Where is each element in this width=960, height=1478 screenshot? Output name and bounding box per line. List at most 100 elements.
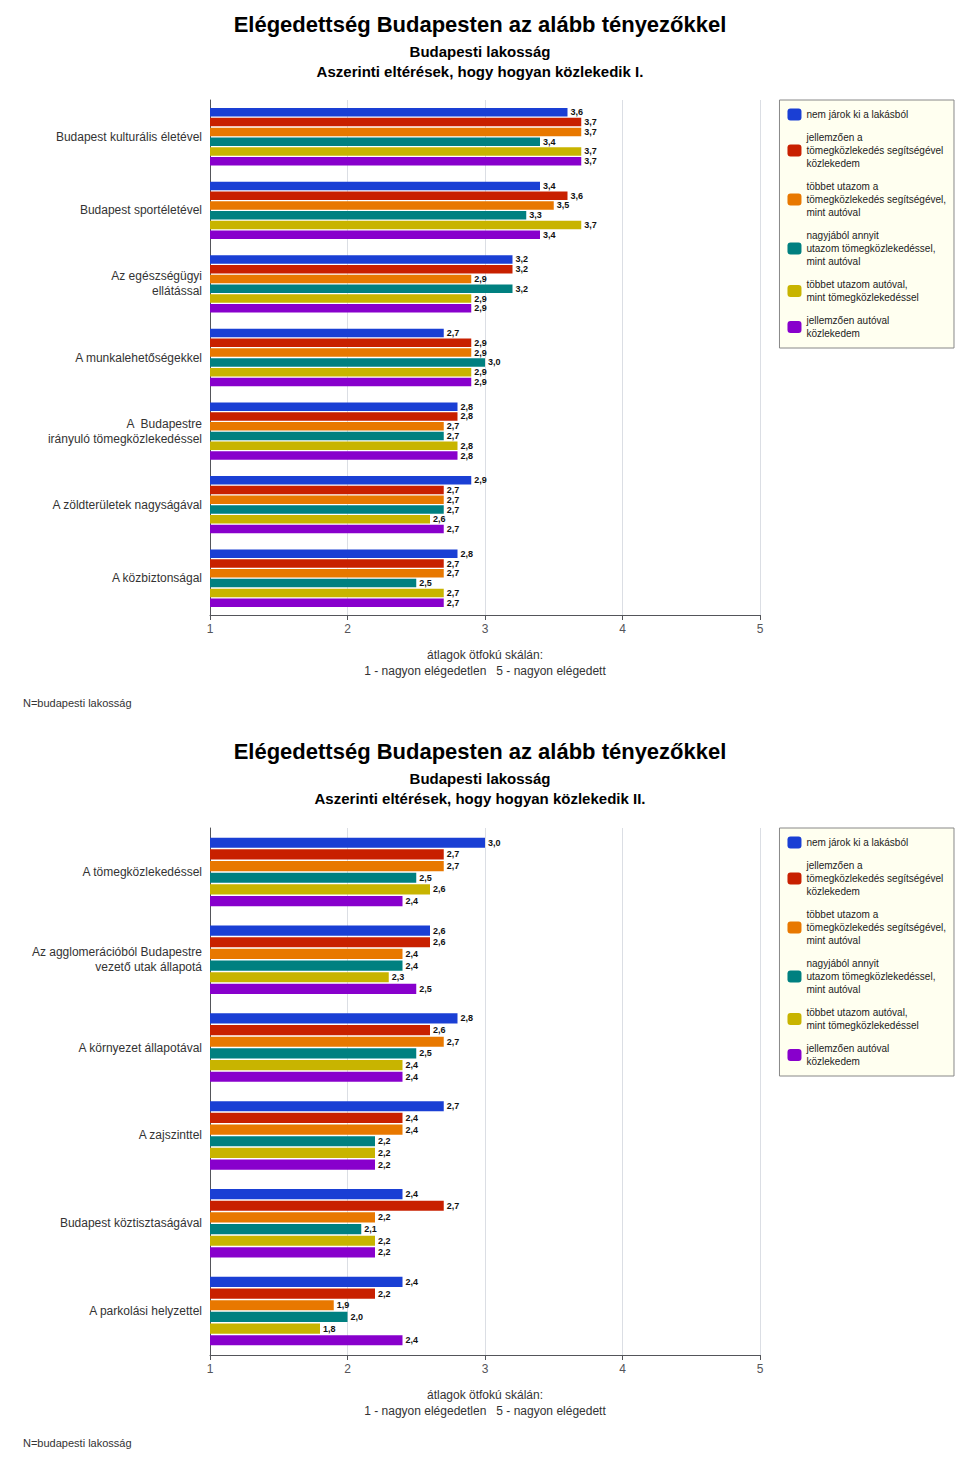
svg-text:2,8: 2,8 xyxy=(461,451,474,461)
svg-text:2,7: 2,7 xyxy=(447,588,460,598)
svg-text:2,5: 2,5 xyxy=(419,578,432,588)
svg-text:3: 3 xyxy=(482,622,489,636)
svg-text:2,7: 2,7 xyxy=(447,559,460,569)
svg-text:2,9: 2,9 xyxy=(474,348,487,358)
svg-text:többet utazom a: többet utazom a xyxy=(806,181,878,192)
svg-text:jellemzően autóval: jellemzően autóval xyxy=(805,315,889,326)
svg-text:2,9: 2,9 xyxy=(474,294,487,304)
svg-text:A parkolási helyzettel: A parkolási helyzettel xyxy=(89,1304,202,1318)
svg-text:2,7: 2,7 xyxy=(447,485,460,495)
svg-text:4: 4 xyxy=(619,622,626,636)
svg-text:2,4: 2,4 xyxy=(406,1277,419,1287)
svg-text:2: 2 xyxy=(344,622,351,636)
svg-text:mint tömegközlekedéssel: mint tömegközlekedéssel xyxy=(806,1020,918,1031)
svg-text:2,6: 2,6 xyxy=(433,926,446,936)
svg-text:3,7: 3,7 xyxy=(584,146,597,156)
svg-text:2,7: 2,7 xyxy=(447,1201,460,1211)
svg-text:2,4: 2,4 xyxy=(406,961,419,971)
svg-text:2,9: 2,9 xyxy=(474,338,487,348)
svg-text:1,8: 1,8 xyxy=(323,1324,336,1334)
svg-text:2,8: 2,8 xyxy=(461,411,474,421)
svg-text:mint tömegközlekedéssel: mint tömegközlekedéssel xyxy=(806,292,918,303)
svg-text:3,4: 3,4 xyxy=(543,137,556,147)
svg-text:többet utazom a: többet utazom a xyxy=(806,909,878,920)
svg-text:2,7: 2,7 xyxy=(447,1101,460,1111)
svg-text:A zajszinttel: A zajszinttel xyxy=(139,1128,202,1142)
svg-text:2,6: 2,6 xyxy=(433,514,446,524)
svg-text:2,4: 2,4 xyxy=(406,1125,419,1135)
svg-text:2,8: 2,8 xyxy=(461,441,474,451)
svg-text:2,9: 2,9 xyxy=(474,367,487,377)
svg-text:közlekedem: közlekedem xyxy=(806,328,859,339)
svg-text:A környezet állapotával: A környezet állapotával xyxy=(79,1041,202,1055)
svg-text:2,7: 2,7 xyxy=(447,505,460,515)
svg-text:5: 5 xyxy=(757,1362,764,1376)
svg-text:mint autóval: mint autóval xyxy=(806,256,860,267)
svg-text:2,6: 2,6 xyxy=(433,937,446,947)
svg-text:2,3: 2,3 xyxy=(392,972,405,982)
svg-text:Aszerinti eltérések, hogy hogy: Aszerinti eltérések, hogy hogyan közleke… xyxy=(315,790,646,807)
svg-text:2,5: 2,5 xyxy=(419,984,432,994)
svg-text:2,7: 2,7 xyxy=(447,598,460,608)
svg-text:3,2: 3,2 xyxy=(516,264,529,274)
svg-text:Az egészségügyi: Az egészségügyi xyxy=(111,269,202,283)
svg-text:2,8: 2,8 xyxy=(461,549,474,559)
svg-text:közlekedem: közlekedem xyxy=(806,1056,859,1067)
svg-text:2,0: 2,0 xyxy=(351,1312,364,1322)
svg-text:tömegközlekedés segítségével: tömegközlekedés segítségével xyxy=(806,145,943,156)
svg-text:3,7: 3,7 xyxy=(584,220,597,230)
svg-text:nem járok ki a lakásból: nem járok ki a lakásból xyxy=(806,837,908,848)
svg-text:3,0: 3,0 xyxy=(488,357,501,367)
svg-text:tömegközlekedés segítségével,: tömegközlekedés segítségével, xyxy=(806,922,946,933)
svg-text:N=budapesti lakosság: N=budapesti lakosság xyxy=(23,697,132,709)
svg-text:átlagok ötfokú skálán:: átlagok ötfokú skálán: xyxy=(427,1388,543,1402)
svg-text:3,2: 3,2 xyxy=(516,284,529,294)
svg-text:1 - nagyon elégedetlen 5 - n: 1 - nagyon elégedetlen 5 - nagyon eléged… xyxy=(364,1404,606,1418)
svg-text:közlekedem: közlekedem xyxy=(806,158,859,169)
svg-text:3,4: 3,4 xyxy=(543,181,556,191)
svg-text:2,7: 2,7 xyxy=(447,328,460,338)
svg-text:Aszerinti eltérések, hogy hogy: Aszerinti eltérések, hogy hogyan közleke… xyxy=(317,63,644,80)
svg-text:3,3: 3,3 xyxy=(529,210,542,220)
svg-text:jellemzően a: jellemzően a xyxy=(805,132,863,143)
svg-text:1: 1 xyxy=(207,622,214,636)
svg-text:2,8: 2,8 xyxy=(461,1013,474,1023)
svg-text:3,6: 3,6 xyxy=(571,191,584,201)
svg-text:3,7: 3,7 xyxy=(584,117,597,127)
svg-text:1: 1 xyxy=(207,1362,214,1376)
svg-text:Budapesti lakosság: Budapesti lakosság xyxy=(410,770,551,787)
svg-text:2,4: 2,4 xyxy=(406,1189,419,1199)
svg-text:A Budapestre: A Budapestre xyxy=(127,417,203,431)
svg-text:2,7: 2,7 xyxy=(447,849,460,859)
svg-text:2,7: 2,7 xyxy=(447,431,460,441)
svg-text:átlagok ötfokú skálán:: átlagok ötfokú skálán: xyxy=(427,648,543,662)
svg-text:2,6: 2,6 xyxy=(433,884,446,894)
svg-text:Budapest kulturális életével: Budapest kulturális életével xyxy=(56,130,202,144)
svg-text:nem járok ki a lakásból: nem járok ki a lakásból xyxy=(806,109,908,120)
svg-text:2,4: 2,4 xyxy=(406,896,419,906)
svg-text:Budapest sportéletével: Budapest sportéletével xyxy=(80,203,202,217)
svg-text:vezető utak állapotá: vezető utak állapotá xyxy=(95,960,202,974)
svg-text:2,2: 2,2 xyxy=(378,1212,391,1222)
svg-text:2,7: 2,7 xyxy=(447,524,460,534)
svg-text:tömegközlekedés segítségével,: tömegközlekedés segítségével, xyxy=(806,194,946,205)
svg-text:2,2: 2,2 xyxy=(378,1289,391,1299)
svg-text:3,7: 3,7 xyxy=(584,156,597,166)
svg-text:A zöldterületek nagyságával: A zöldterületek nagyságával xyxy=(53,498,202,512)
svg-text:2,2: 2,2 xyxy=(378,1148,391,1158)
svg-text:2,8: 2,8 xyxy=(461,402,474,412)
svg-text:3,6: 3,6 xyxy=(571,107,584,117)
svg-text:2,9: 2,9 xyxy=(474,475,487,485)
svg-text:2,5: 2,5 xyxy=(419,873,432,883)
svg-text:Budapest köztisztaságával: Budapest köztisztaságával xyxy=(60,1216,202,1230)
svg-text:2: 2 xyxy=(344,1362,351,1376)
svg-text:tömegközlekedés segítségével: tömegközlekedés segítségével xyxy=(806,873,943,884)
svg-text:2,2: 2,2 xyxy=(378,1236,391,1246)
svg-text:2,7: 2,7 xyxy=(447,568,460,578)
svg-text:ellátással: ellátással xyxy=(152,284,202,298)
svg-text:3,4: 3,4 xyxy=(543,230,556,240)
svg-text:2,9: 2,9 xyxy=(474,274,487,284)
svg-text:2,6: 2,6 xyxy=(433,1025,446,1035)
svg-text:utazom tömegközlekedéssel,: utazom tömegközlekedéssel, xyxy=(806,243,935,254)
svg-text:utazom tömegközlekedéssel,: utazom tömegközlekedéssel, xyxy=(806,971,935,982)
